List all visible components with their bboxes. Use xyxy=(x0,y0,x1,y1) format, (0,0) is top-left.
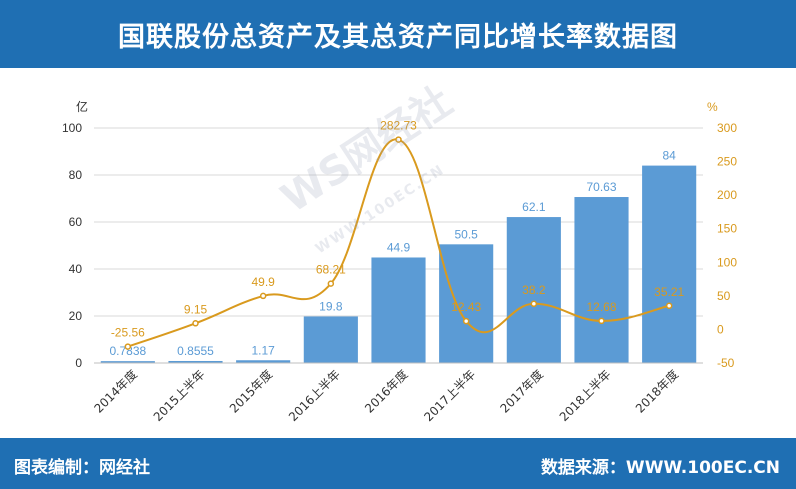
bar-value-label: 70.63 xyxy=(586,180,616,194)
line-point xyxy=(665,302,673,310)
footer-source: 数据来源：WWW.100EC.CN xyxy=(540,458,780,478)
line-point xyxy=(462,317,470,325)
bar xyxy=(236,360,291,363)
right-tick-label: 250 xyxy=(717,155,737,169)
x-tick-label: 2016年度 xyxy=(361,367,410,416)
chart: 0 20 40 60 80 100 亿 -50 0 50 100 150 200 250 300% 0.783… xyxy=(62,99,737,424)
bar xyxy=(574,197,629,363)
bar-value-label: 19.8 xyxy=(319,299,343,313)
line-point xyxy=(192,320,199,327)
bar xyxy=(506,217,561,363)
line-point xyxy=(598,317,605,325)
line-value-label: 68.21 xyxy=(316,263,346,277)
bar xyxy=(439,244,494,363)
line-value-label: 38.2 xyxy=(522,283,546,297)
left-tick-label: 40 xyxy=(69,262,83,276)
x-tick-label: 2016上半年 xyxy=(286,367,343,424)
right-tick-label: 50 xyxy=(717,289,731,303)
bar-value-label: 50.5 xyxy=(454,227,478,241)
right-axis-unit: % xyxy=(707,100,718,114)
bar-value-label: 0.8555 xyxy=(177,344,214,358)
right-tick-label: 200 xyxy=(717,188,737,202)
bar-value-label: 0.7838 xyxy=(109,344,146,358)
bar xyxy=(642,165,697,363)
bar xyxy=(100,361,155,363)
line-point xyxy=(395,136,402,143)
left-tick-label: 100 xyxy=(62,121,82,135)
line-value-label: 12.68 xyxy=(586,300,616,314)
x-tick-label: 2018年度 xyxy=(632,367,681,416)
x-tick-label: 2017年度 xyxy=(497,367,546,416)
line-point xyxy=(327,280,335,287)
left-tick-label: 20 xyxy=(69,309,83,323)
bar xyxy=(371,257,426,363)
bar xyxy=(168,360,223,363)
left-tick-label: 60 xyxy=(69,215,83,229)
line-value-label: 35.21 xyxy=(654,285,684,299)
right-tick-label: 0 xyxy=(717,322,724,336)
bar-value-label: 62.1 xyxy=(522,200,546,214)
footer-credit: 图表编制：网经社 xyxy=(14,458,150,478)
footer-bar: 图表编制：网经社 数据来源：WWW.100EC.CN xyxy=(0,438,796,489)
line-value-label: 9.15 xyxy=(184,302,208,316)
line-point xyxy=(259,292,267,300)
x-tick-label: 2015年度 xyxy=(226,367,275,416)
x-tick-label: 2018上半年 xyxy=(557,367,614,424)
bar xyxy=(303,316,358,363)
x-tick-label: 2017上半年 xyxy=(421,367,478,424)
line-point xyxy=(530,300,538,308)
bar-value-label: 1.17 xyxy=(251,343,275,357)
x-tick-label: 2015上半年 xyxy=(151,367,208,424)
x-tick-label: 2014年度 xyxy=(91,367,140,416)
left-axis-unit: 亿 xyxy=(76,99,88,114)
right-tick-label: 100 xyxy=(717,255,737,269)
line-value-label: 282.73 xyxy=(380,119,417,133)
bar-value-label: 84 xyxy=(662,149,676,163)
page-title: 国联股份总资产及其总资产同比增长率数据图 xyxy=(118,21,678,53)
line-point xyxy=(124,343,132,350)
right-tick-label: 300 xyxy=(717,121,737,135)
left-tick-label: 80 xyxy=(69,168,83,182)
line-value-label: 12.43 xyxy=(451,300,481,314)
line-value-label: 49.9 xyxy=(251,275,275,289)
bar-value-label: 44.9 xyxy=(387,240,411,254)
right-tick-label: -50 xyxy=(717,356,735,370)
right-tick-label: 150 xyxy=(717,222,737,236)
left-tick-label: 0 xyxy=(75,356,82,370)
line-value-label: -25.56 xyxy=(111,326,145,340)
header-bar: 国联股份总资产及其总资产同比增长率数据图 xyxy=(0,0,796,68)
